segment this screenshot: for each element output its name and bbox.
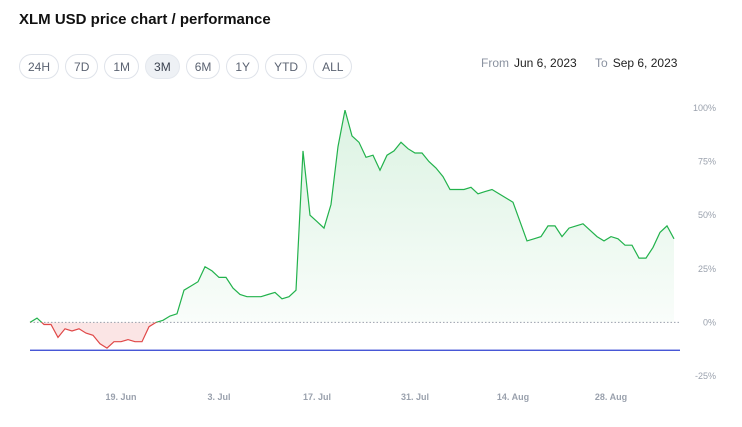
y-tick-label: 100% (693, 103, 716, 113)
date-from-value[interactable]: Jun 6, 2023 (514, 56, 577, 70)
series-line-positive (29, 109, 675, 323)
y-tick-label: 75% (698, 157, 716, 167)
positive-area-fill (30, 110, 674, 323)
y-tick-label: -25% (695, 371, 716, 381)
x-tick-label: 31. Jul (401, 392, 429, 402)
date-to-value[interactable]: Sep 6, 2023 (612, 56, 678, 70)
range-button-24h[interactable]: 24H (19, 54, 60, 79)
date-from-label: From (481, 56, 509, 70)
y-tick-label: 0% (703, 317, 716, 327)
time-range-selector: 24H 7D 1M 3M 6M 1Y YTD ALL (19, 54, 353, 79)
range-button-1m[interactable]: 1M (104, 54, 140, 79)
date-from[interactable]: From Jun 6, 2023 (481, 56, 577, 70)
page-title: XLM USD price chart / performance (19, 11, 271, 28)
y-tick-label: 50% (698, 210, 716, 220)
range-button-7d[interactable]: 7D (65, 54, 99, 79)
range-button-6m[interactable]: 6M (185, 54, 221, 79)
series-line-negative (29, 322, 159, 349)
range-button-ytd[interactable]: YTD (265, 54, 308, 79)
negative-area-fill (30, 322, 674, 349)
price-performance-chart[interactable]: 100% 75% 50% 25% 0% -25% 19. Jun 3. Jul 17. Jul 3… (0, 90, 742, 415)
range-button-3m[interactable]: 3M (145, 54, 180, 79)
date-to[interactable]: To Sep 6, 2023 (595, 56, 677, 70)
x-tick-label: 17. Jul (303, 392, 331, 402)
y-tick-label: 25% (698, 264, 716, 274)
x-tick-label: 19. Jun (105, 392, 136, 402)
range-button-1y[interactable]: 1Y (226, 54, 260, 79)
x-tick-label: 14. Aug (497, 392, 529, 402)
x-tick-label: 28. Aug (595, 392, 627, 402)
date-to-label: To (595, 56, 608, 70)
range-button-all[interactable]: ALL (313, 54, 353, 79)
x-tick-label: 3. Jul (207, 392, 230, 402)
